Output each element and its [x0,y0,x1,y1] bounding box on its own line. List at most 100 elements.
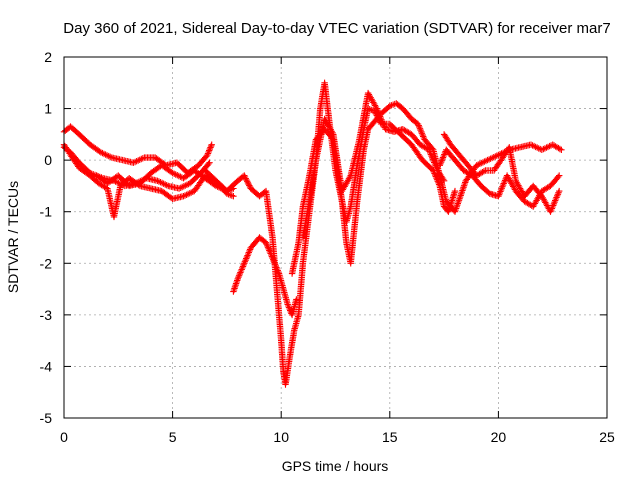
data-point [244,178,251,185]
data-points [60,79,565,388]
data-point [266,247,273,254]
data-point [419,131,426,139]
data-point [554,192,561,199]
data-point [102,151,109,158]
data-point [183,181,191,188]
data-point [451,187,459,195]
data-point [273,265,281,273]
data-point [440,152,447,160]
data-point [540,145,547,153]
data-point [206,145,213,153]
data-point [171,170,178,177]
data-point [286,305,293,313]
data-point [275,268,282,276]
data-point [131,158,139,166]
y-tick-label: -1 [40,204,53,220]
data-point [264,242,271,249]
data-point [284,301,291,308]
data-point [230,193,237,200]
data-point [246,247,253,255]
data-point [236,270,243,278]
x-tick-label: 0 [60,429,68,445]
data-point [440,177,448,184]
data-point [244,179,252,186]
data-point [558,146,565,153]
x-axis-label: GPS time / hours [282,458,389,474]
x-tick-label: 25 [599,429,615,445]
data-point [235,274,242,281]
data-point [242,175,249,182]
x-tick-label: 20 [491,429,507,445]
data-series [436,146,563,210]
data-point [554,173,562,181]
data-point [495,193,502,200]
data-point [556,187,563,195]
data-point [479,159,487,166]
data-point [527,141,535,148]
data-point [245,181,252,188]
data-point [138,155,145,163]
data-point [268,253,276,260]
data-point [473,162,480,169]
data-point [246,182,253,189]
data-point [480,168,488,175]
y-tick-label: -5 [40,410,53,426]
data-point [135,157,142,164]
data-point [548,205,556,212]
data-point [243,176,250,184]
data-point [485,189,492,196]
data-point [416,125,424,132]
data-point [440,176,447,183]
data-point [530,142,538,150]
y-tick-label: -2 [40,255,53,271]
data-point [180,193,187,200]
data-point [476,160,483,167]
data-point [237,267,245,275]
data-point [240,261,247,268]
data-point [379,119,386,127]
data-point [180,183,187,190]
data-series [299,89,448,241]
data-point [243,253,251,261]
data-series [230,234,300,319]
data-point [492,153,499,160]
data-point [241,258,249,265]
data-point [241,173,249,181]
data-point [262,239,270,246]
data-point [183,191,190,198]
data-point [439,155,446,163]
data-point [186,190,193,197]
data-point [437,159,445,166]
x-tick-label: 5 [169,429,177,445]
data-point [534,144,541,151]
data-point [285,302,292,310]
data-point [270,256,277,263]
y-tick-label: 1 [44,101,52,117]
data-point [374,107,381,114]
data-point [436,162,443,169]
data-point [205,160,212,168]
data-point [543,144,550,151]
chart-title: Day 360 of 2021, Sidereal Day-to-day VTE… [63,20,610,37]
data-point [174,172,181,179]
data-point [546,142,553,150]
data-point [99,149,106,157]
data-point [556,172,563,179]
plot-frame [63,56,608,419]
data-point [239,264,246,272]
y-tick-label: -3 [40,307,53,323]
data-point [267,250,274,257]
data-point [272,262,279,270]
data-point [204,151,211,159]
data-point [177,184,184,191]
data-point [207,144,214,151]
data-point [271,259,278,266]
data-point [264,244,272,251]
data-point [500,180,507,187]
y-axis-label: SDTVAR / TECUs [5,181,21,293]
data-point [206,147,213,154]
y-tick-label: -4 [40,358,53,374]
